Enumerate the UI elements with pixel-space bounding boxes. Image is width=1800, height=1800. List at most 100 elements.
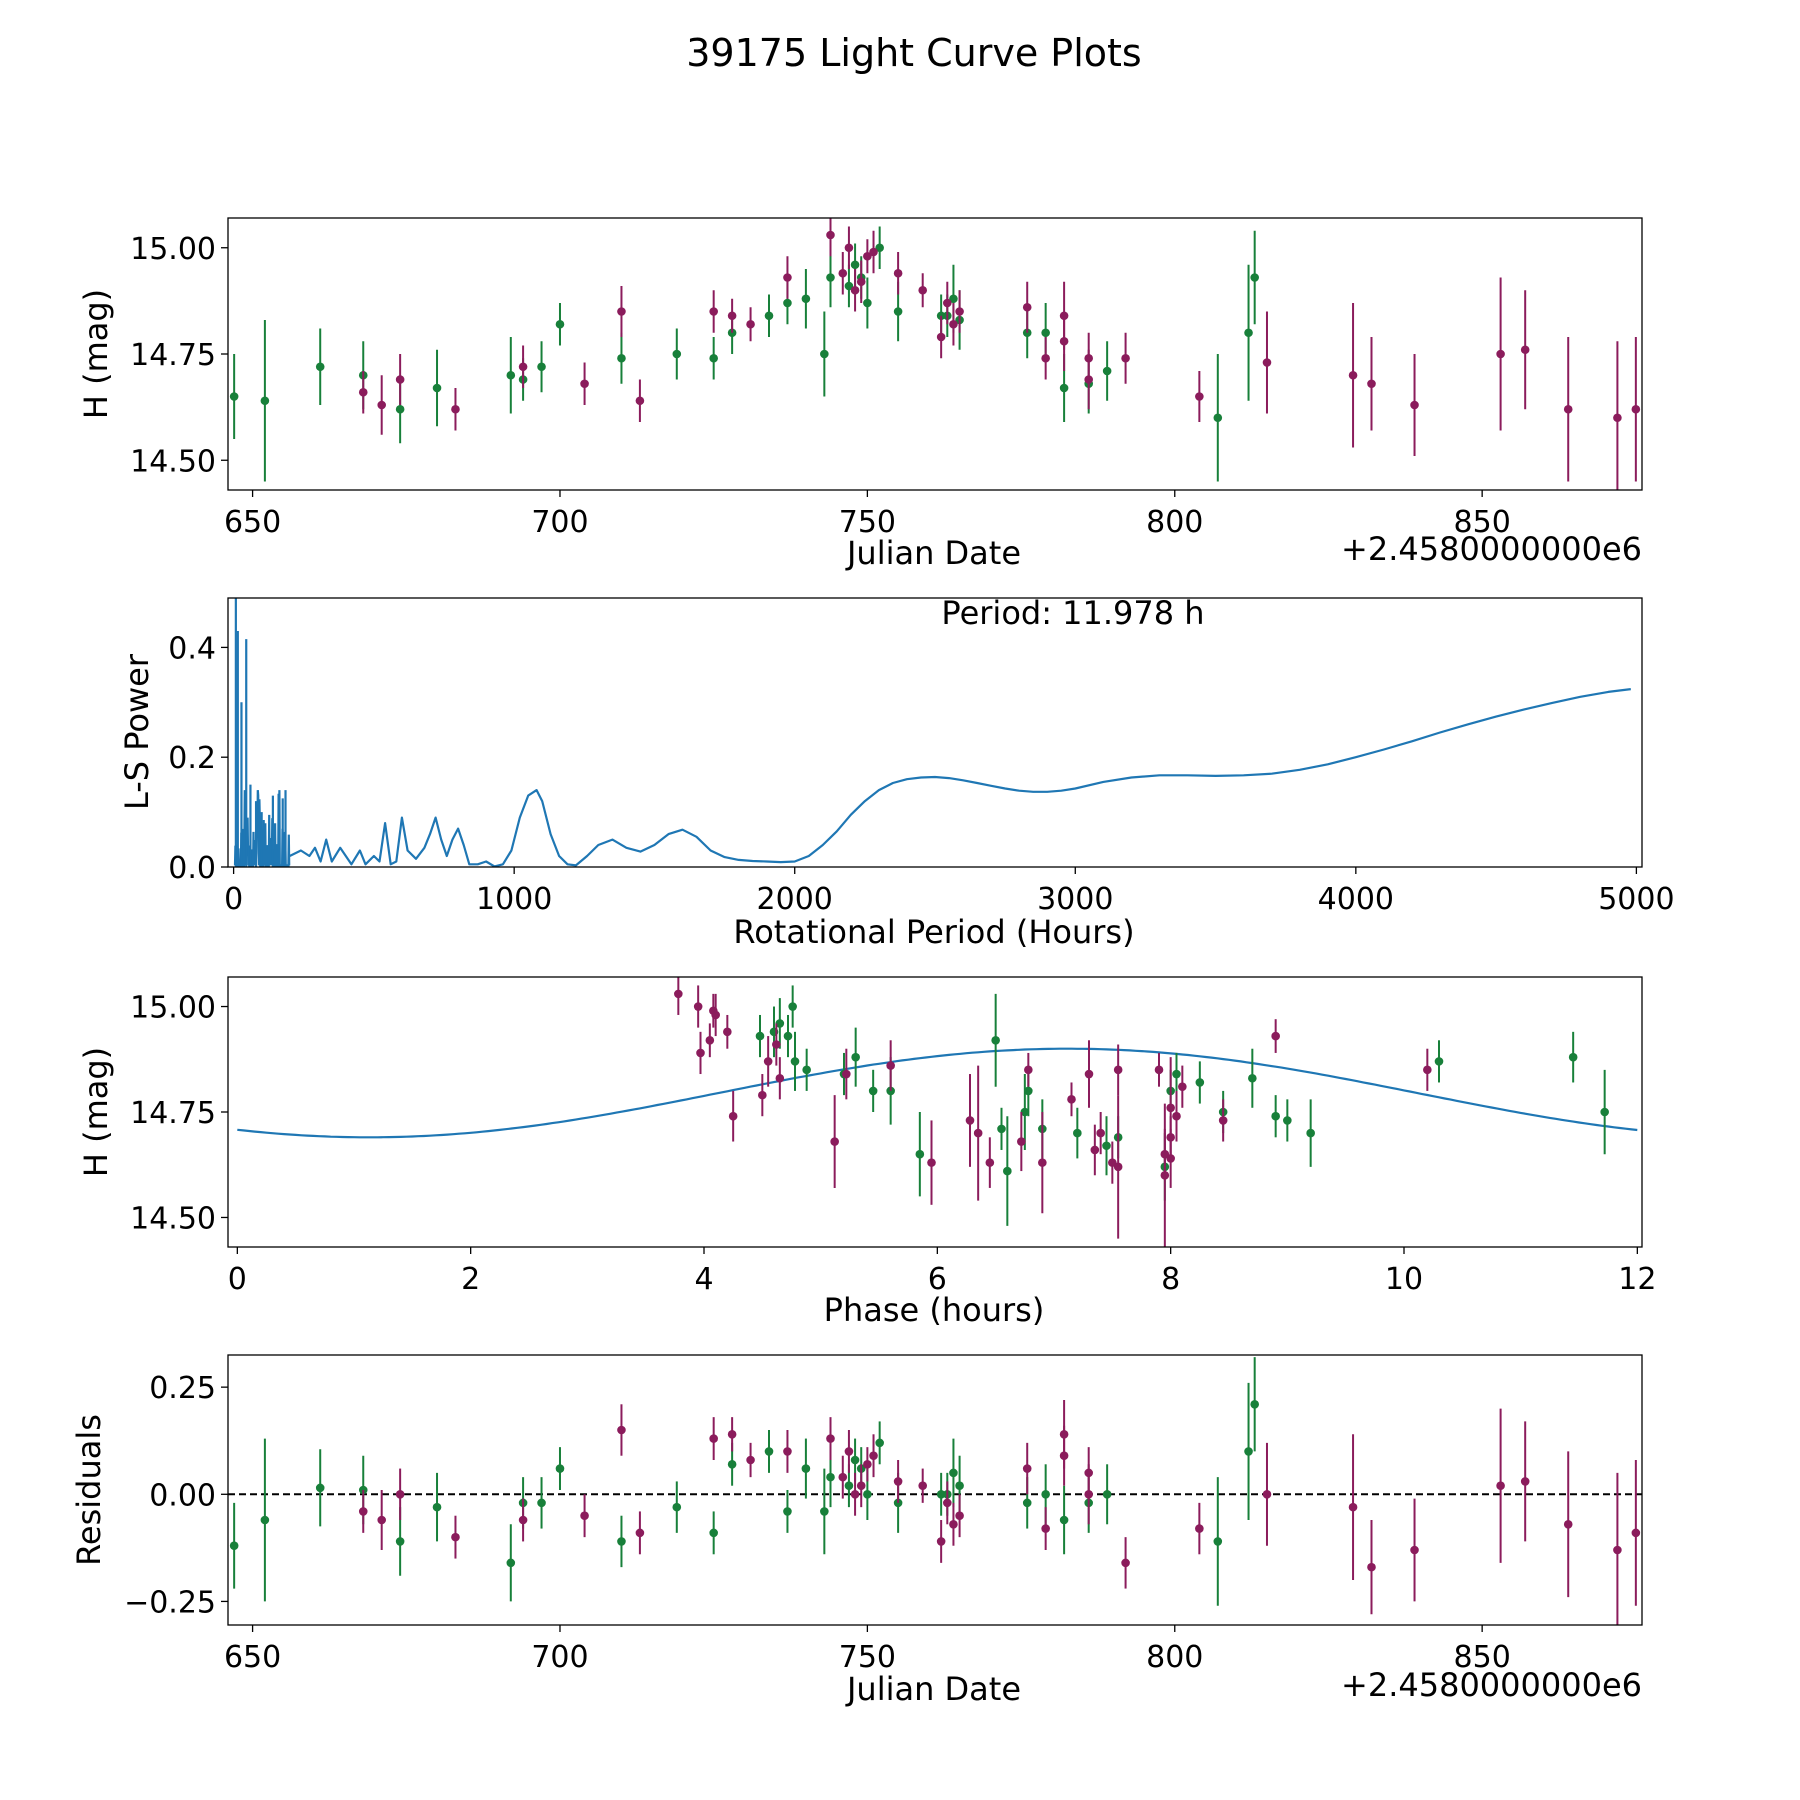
data-point-green — [260, 320, 270, 482]
phase-xtick: 4 — [694, 1247, 714, 1297]
data-point-green — [875, 226, 884, 269]
data-point-magenta — [949, 1502, 958, 1546]
data-point-magenta — [1059, 311, 1069, 371]
data-point-magenta — [1084, 1040, 1094, 1108]
lightcurve-ytick-label: 15.00 — [130, 232, 216, 267]
data-point-green — [555, 303, 565, 346]
residuals-ytick-label: 0.25 — [149, 1371, 216, 1406]
data-point-magenta — [705, 1023, 715, 1058]
data-point-green — [949, 1438, 958, 1508]
data-point-magenta — [886, 1040, 895, 1091]
data-point-magenta — [728, 1090, 738, 1142]
data-point-magenta — [1084, 1464, 1093, 1525]
data-point-magenta — [856, 1464, 866, 1508]
data-point-green — [790, 1031, 800, 1091]
data-point-green — [617, 1515, 626, 1568]
data-point-green — [672, 328, 682, 380]
data-point-green — [260, 1438, 270, 1602]
data-point-green — [997, 1107, 1006, 1150]
data-point-magenta — [936, 1520, 946, 1563]
data-point-magenta — [1496, 277, 1505, 431]
data-point-magenta — [1090, 1124, 1100, 1176]
data-point-magenta — [1160, 1103, 1170, 1247]
data-point-green — [915, 1112, 925, 1197]
residuals-xtick-label: 800 — [1146, 1640, 1203, 1675]
residuals-xtick: 650 — [224, 1625, 281, 1675]
data-point-magenta — [1262, 311, 1272, 414]
data-point-magenta — [1022, 281, 1032, 333]
data-point-magenta — [709, 1417, 718, 1460]
data-point-magenta — [1520, 1421, 1530, 1542]
phase-ytick: 14.75 — [130, 1096, 228, 1131]
data-point-green — [1195, 1061, 1205, 1104]
data-point-green — [537, 341, 546, 393]
periodogram-ytick-label: 0.2 — [168, 741, 216, 776]
data-point-magenta — [358, 371, 368, 414]
data-point-magenta — [1613, 1472, 1622, 1625]
residuals-xtick: 750 — [839, 1625, 896, 1675]
data-point-green — [229, 354, 239, 439]
data-point-magenta — [1041, 337, 1050, 380]
lightcurve-offset-text: +2.4580000000e6 — [1341, 530, 1642, 568]
data-point-green — [863, 277, 872, 329]
data-point-magenta — [965, 1074, 975, 1167]
phase-ytick-label: 15.00 — [130, 991, 216, 1026]
data-point-magenta — [927, 1120, 936, 1205]
data-point-magenta — [955, 290, 964, 333]
residuals-ylabel: Residuals — [70, 1414, 108, 1566]
periodogram-xtick: 5000 — [1598, 867, 1675, 917]
data-point-magenta — [918, 273, 928, 308]
data-point-magenta — [826, 1417, 835, 1460]
periodogram-panel: 0 1000 2000 3000 4000 5000 0.0 0.2 0.4 Period: 1… — [118, 594, 1675, 951]
data-point-green — [764, 1430, 774, 1473]
data-point-green — [1102, 1116, 1111, 1176]
data-point-green — [672, 1481, 682, 1533]
data-point-magenta — [955, 1494, 964, 1538]
lightcurve-ytick: 14.50 — [130, 444, 228, 479]
periodogram-xtick-label: 1000 — [476, 882, 552, 917]
periodogram-ytick: 0.4 — [168, 631, 228, 666]
data-point-magenta — [869, 230, 878, 274]
data-point-green — [764, 294, 774, 337]
data-point-green — [555, 1447, 565, 1490]
periodogram-ytick: 0.0 — [168, 851, 228, 886]
data-point-magenta — [1113, 1044, 1123, 1096]
data-point-magenta — [1017, 1112, 1026, 1172]
residuals-xtick: 850 — [1454, 1625, 1511, 1675]
data-point-magenta — [783, 256, 792, 299]
periodogram-xtick-label: 3000 — [1037, 882, 1113, 917]
data-point-magenta — [1410, 1498, 1419, 1602]
data-point-green — [315, 328, 325, 405]
phase-xtick-label: 2 — [461, 1262, 480, 1297]
data-point-green — [820, 1468, 829, 1555]
data-point-magenta — [1195, 1502, 1204, 1555]
data-point-magenta — [518, 345, 528, 388]
data-point-magenta — [1096, 1112, 1105, 1155]
lightcurve-xtick-label: 750 — [839, 505, 896, 540]
residuals-xtick: 700 — [531, 1625, 589, 1675]
data-point-green — [709, 337, 718, 380]
phase-ylabel: H (mag) — [77, 1047, 115, 1177]
data-point-magenta — [1084, 349, 1093, 410]
residuals-xtick-label: 750 — [839, 1640, 896, 1675]
phase-ytick: 14.50 — [130, 1201, 228, 1236]
data-point-magenta — [844, 1430, 854, 1473]
periodogram-xtick-label: 2000 — [757, 882, 833, 917]
data-point-green — [315, 1449, 325, 1527]
data-point-magenta — [1041, 1507, 1050, 1550]
data-point-magenta — [842, 1048, 851, 1100]
periodogram-xtick: 2000 — [757, 867, 833, 917]
data-point-green — [1568, 1031, 1578, 1083]
data-point-magenta — [783, 1430, 792, 1473]
phase-xtick: 8 — [1161, 1247, 1180, 1297]
data-point-magenta — [395, 1468, 405, 1520]
periodogram-xtick: 3000 — [1037, 867, 1113, 917]
data-point-magenta — [1121, 332, 1130, 384]
phase-xtick: 6 — [928, 1247, 947, 1297]
data-point-magenta — [1367, 1520, 1376, 1615]
data-point-green — [506, 337, 516, 414]
data-point-green — [1306, 1099, 1315, 1167]
data-point-magenta — [518, 1498, 528, 1542]
data-point-magenta — [1520, 290, 1530, 410]
data-point-magenta — [377, 1490, 386, 1550]
